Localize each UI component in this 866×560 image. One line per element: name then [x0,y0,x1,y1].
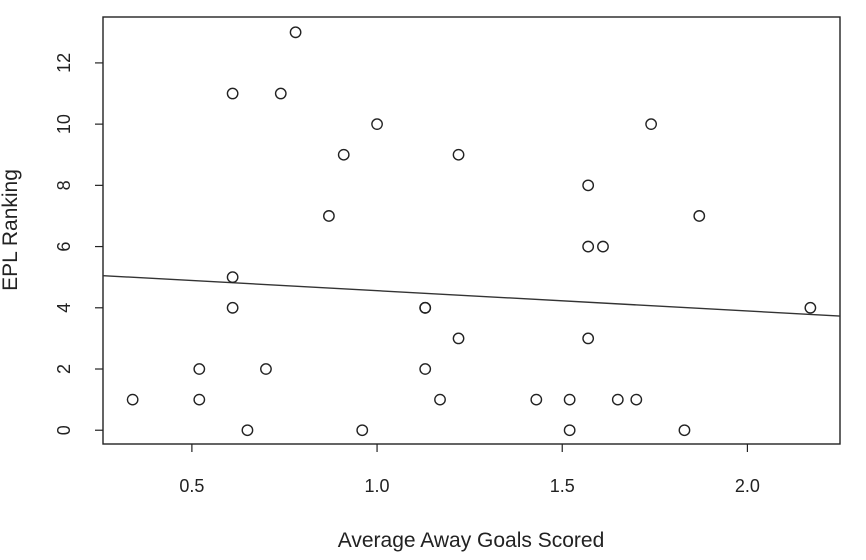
data-point [226,87,239,100]
y-tick-label: 12 [54,53,74,73]
data-point [371,118,383,131]
x-tick-label: 2.0 [735,476,760,496]
y-axis: 0 2 4 6 8 10 12 [54,53,103,435]
data-point [419,301,432,314]
data-point [630,393,643,406]
y-tick-label: 8 [54,180,74,190]
data-point [126,393,139,406]
data-point [563,393,576,406]
data-point [193,393,206,406]
data-point [678,424,691,437]
data-point [434,393,446,406]
y-axis-title: EPL Ranking [0,169,22,291]
data-point [419,363,432,375]
data-point [582,179,595,192]
data-point [645,118,658,131]
y-tick-label: 4 [54,303,74,313]
x-tick-label: 1.0 [365,476,390,496]
data-point [582,240,595,253]
data-point [804,301,817,314]
data-point [193,363,206,375]
data-point [530,393,543,406]
data-point [260,363,272,375]
plot-frame [102,16,841,445]
data-point [241,424,254,437]
x-tick-label: 1.5 [550,476,575,496]
x-axis-title: Average Away Goals Scored [338,529,605,552]
data-point [452,148,465,161]
data-points [126,26,817,437]
y-tick-label: 10 [54,114,74,134]
data-point [226,301,239,314]
data-point [226,271,239,284]
data-point [337,148,350,161]
data-point [289,26,302,39]
data-point [323,210,335,222]
data-point [274,87,287,100]
x-tick-label: 0.5 [179,476,204,496]
y-tick-label: 6 [54,242,74,252]
data-point [611,393,624,406]
data-point [597,240,609,253]
data-point [452,332,465,345]
data-point [356,424,369,437]
data-point [563,424,576,437]
data-point [693,210,706,222]
data-point [582,332,595,345]
x-axis: 0.5 1.0 1.5 2.0 [179,444,760,496]
regression-line [102,274,841,317]
y-tick-label: 2 [54,364,74,374]
y-tick-label: 0 [54,425,74,435]
